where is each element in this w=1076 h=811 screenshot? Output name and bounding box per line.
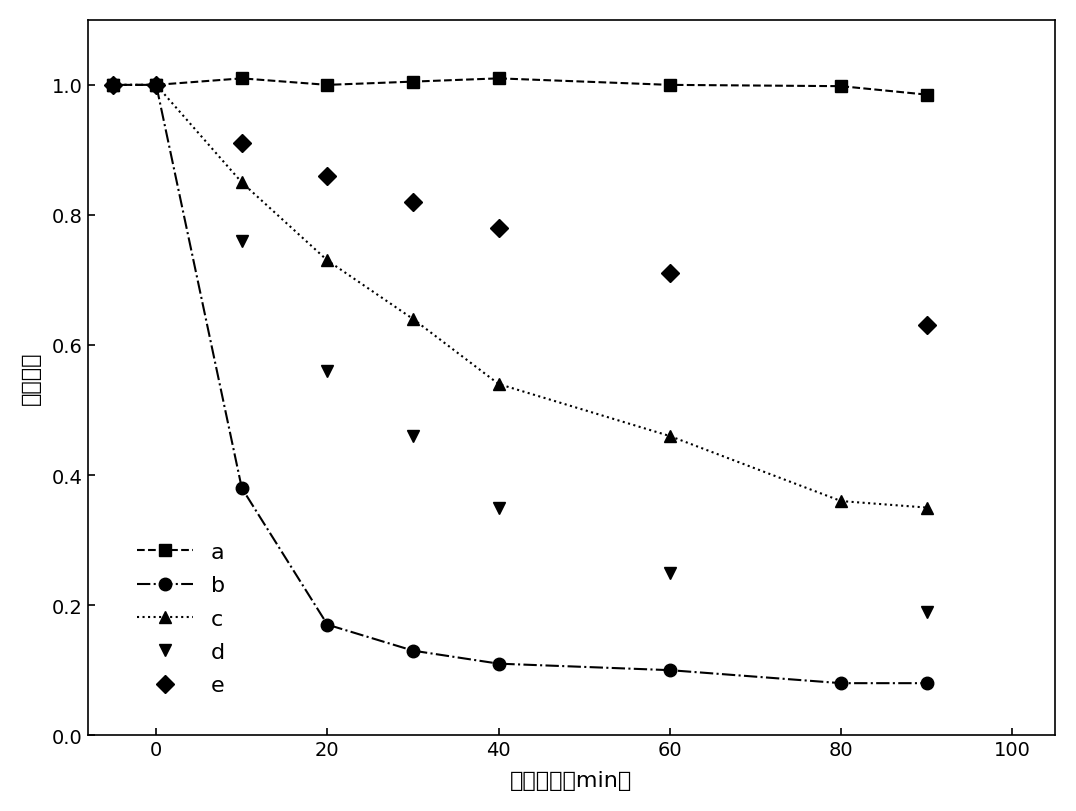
c — [407, 315, 420, 324]
Legend: a, b, c, d, e: a, b, c, d, e — [138, 543, 225, 696]
e — [236, 139, 249, 149]
b — [835, 679, 848, 689]
Line: b: b — [108, 79, 933, 689]
X-axis label: 光照时间（min）: 光照时间（min） — [510, 770, 633, 790]
a — [920, 91, 933, 101]
e — [321, 172, 334, 182]
a — [407, 78, 420, 88]
d — [107, 81, 119, 91]
c — [236, 178, 249, 188]
b — [492, 659, 505, 669]
c — [664, 431, 677, 441]
e — [492, 224, 505, 234]
a — [664, 81, 677, 91]
d — [920, 607, 933, 616]
d — [664, 568, 677, 577]
a — [107, 81, 119, 91]
c — [920, 503, 933, 513]
c — [492, 380, 505, 389]
a — [492, 75, 505, 84]
e — [920, 321, 933, 331]
b — [664, 666, 677, 676]
b — [150, 81, 162, 91]
e — [150, 81, 162, 91]
a — [150, 81, 162, 91]
c — [150, 81, 162, 91]
d — [492, 503, 505, 513]
a — [236, 75, 249, 84]
d — [321, 367, 334, 376]
Line: c: c — [108, 79, 933, 514]
a — [321, 81, 334, 91]
c — [107, 81, 119, 91]
b — [321, 620, 334, 629]
d — [407, 431, 420, 441]
b — [107, 81, 119, 91]
Line: e: e — [108, 79, 933, 333]
c — [321, 256, 334, 266]
d — [150, 81, 162, 91]
e — [407, 198, 420, 208]
Y-axis label: 相对浓度: 相对浓度 — [20, 351, 41, 405]
d — [236, 237, 249, 247]
c — [835, 496, 848, 506]
e — [107, 81, 119, 91]
Line: a: a — [108, 73, 933, 101]
b — [236, 483, 249, 493]
b — [407, 646, 420, 656]
e — [664, 269, 677, 279]
Line: d: d — [108, 79, 933, 618]
a — [835, 82, 848, 92]
b — [920, 679, 933, 689]
